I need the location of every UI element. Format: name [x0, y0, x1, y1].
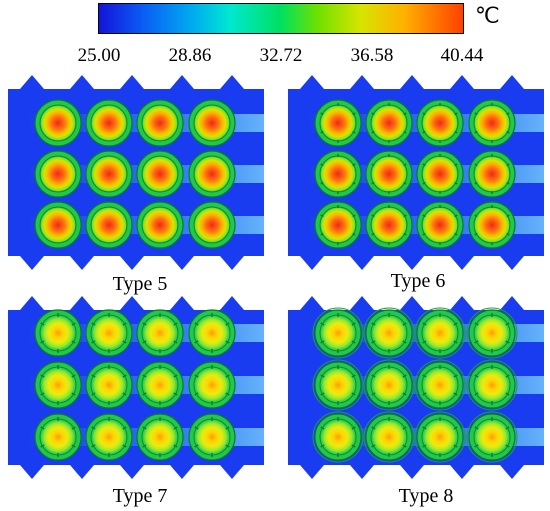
battery-cell [188, 99, 236, 147]
battery-cell [414, 359, 466, 411]
panel-caption-type-5: Type 5 [112, 273, 168, 295]
panel-caption-type-8: Type 8 [398, 485, 454, 507]
battery-cell [314, 201, 362, 249]
battery-cell [416, 201, 464, 249]
colorbar-tick: 25.00 [77, 45, 121, 66]
battery-cell [136, 413, 184, 461]
battery-cell [85, 309, 133, 357]
battery-cell [85, 413, 133, 461]
battery-cell [34, 150, 82, 198]
battery-cell [363, 359, 415, 411]
panel-type-5 [8, 75, 264, 270]
battery-cell [188, 150, 236, 198]
battery-cell [85, 361, 133, 409]
colorbar-tick: 32.72 [259, 45, 303, 66]
battery-cell [136, 99, 184, 147]
battery-cell [188, 413, 236, 461]
battery-cell [312, 359, 364, 411]
panel-type-8 [288, 296, 544, 479]
battery-cell [188, 309, 236, 357]
battery-cell [314, 99, 362, 147]
colorbar-tick: 28.86 [168, 45, 212, 66]
battery-cell [468, 150, 516, 198]
battery-cell [136, 361, 184, 409]
panel-type-7 [8, 296, 264, 479]
colorbar-tick: 36.58 [350, 45, 394, 66]
battery-cell [466, 307, 518, 359]
temperature-colorbar [98, 3, 464, 34]
battery-cell [416, 99, 464, 147]
battery-cell [363, 411, 415, 463]
battery-cell [416, 150, 464, 198]
battery-cell [466, 359, 518, 411]
battery-cell [85, 201, 133, 249]
battery-cell [188, 201, 236, 249]
battery-cell [34, 201, 82, 249]
panel-caption-type-7: Type 7 [112, 485, 168, 507]
battery-cell [365, 201, 413, 249]
battery-cell [85, 150, 133, 198]
battery-cell [468, 99, 516, 147]
colorbar-unit-label: ℃ [475, 3, 500, 28]
battery-cell [365, 150, 413, 198]
battery-cell [34, 413, 82, 461]
battery-cell [136, 201, 184, 249]
battery-cell [34, 309, 82, 357]
battery-cell [414, 411, 466, 463]
battery-cell [466, 411, 518, 463]
battery-cell [312, 307, 364, 359]
panel-caption-type-6: Type 6 [390, 270, 446, 292]
battery-cell [365, 99, 413, 147]
colorbar-tick: 40.44 [440, 45, 484, 66]
battery-cell [136, 309, 184, 357]
battery-cell [468, 201, 516, 249]
battery-cell [414, 307, 466, 359]
battery-cell [34, 99, 82, 147]
battery-cell [314, 150, 362, 198]
battery-cell [136, 150, 184, 198]
battery-cell [85, 99, 133, 147]
panel-type-6 [288, 75, 544, 270]
battery-cell [312, 411, 364, 463]
battery-cell [363, 307, 415, 359]
battery-cell [34, 361, 82, 409]
battery-cell [188, 361, 236, 409]
